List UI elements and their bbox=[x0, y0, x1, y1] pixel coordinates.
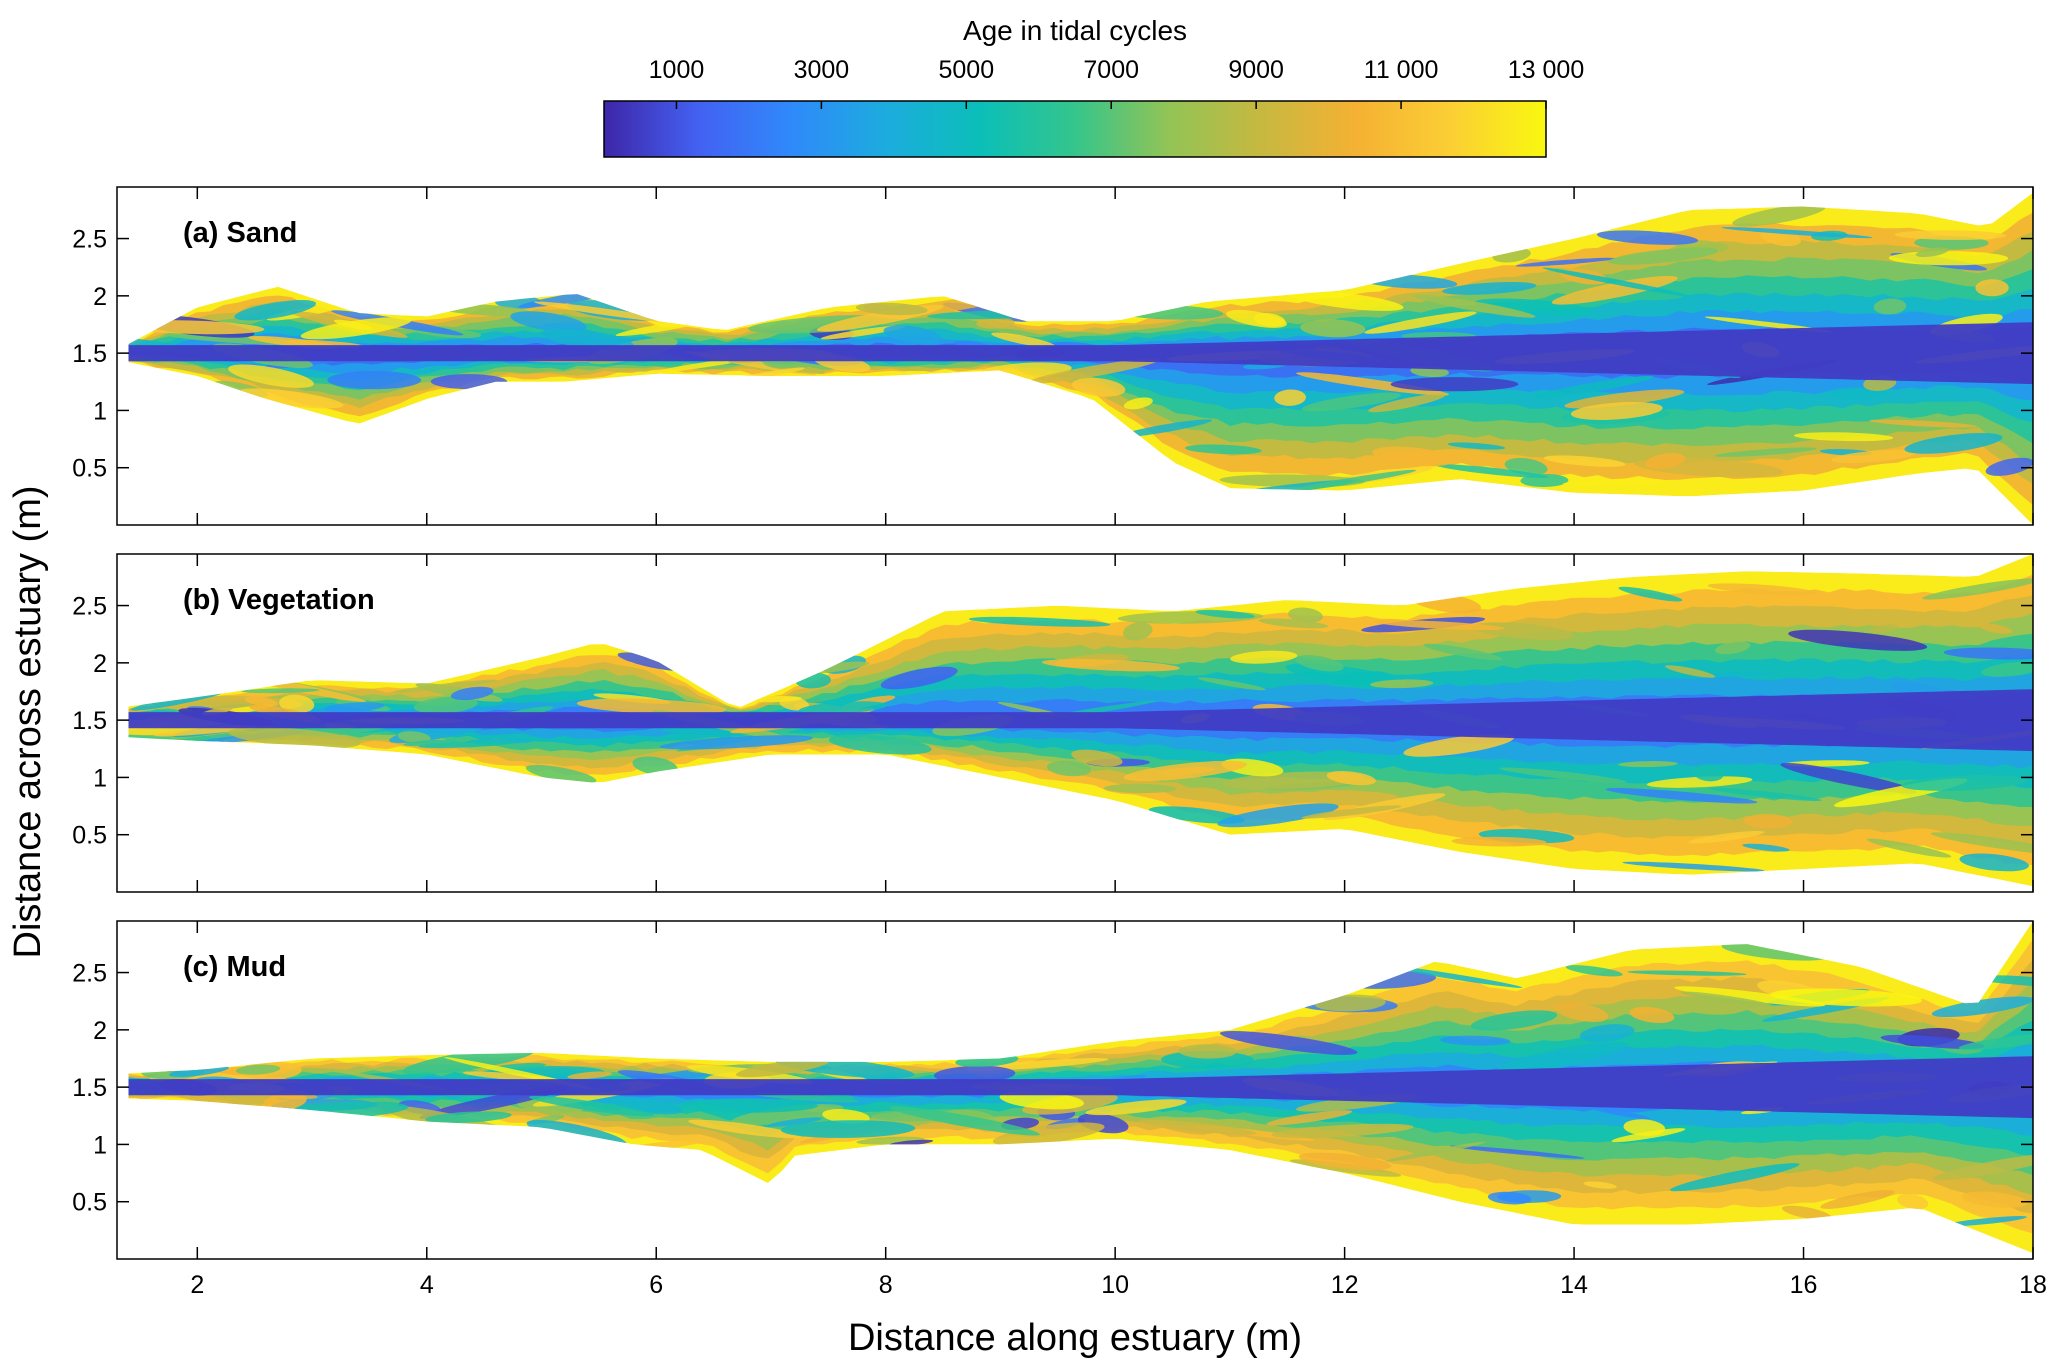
x-tick-label: 8 bbox=[879, 1271, 893, 1299]
panel-3: 0.5 1 1.5 2 2.5 (c) Mud bbox=[72, 920, 2034, 1260]
panel-label: (b) Vegetation bbox=[183, 584, 375, 616]
y-tick-label: 2 bbox=[93, 650, 107, 678]
x-tick-label: 18 bbox=[2019, 1271, 2047, 1299]
colorbar-gradient bbox=[603, 100, 1547, 158]
deposit-age-field bbox=[128, 554, 2033, 887]
y-tick-label: 1.5 bbox=[72, 340, 107, 368]
colorbar-tick-label: 3000 bbox=[794, 56, 850, 84]
x-tick-label: 16 bbox=[1790, 1271, 1818, 1299]
y-tick-label: 1 bbox=[93, 1131, 107, 1159]
panel-1: 0.5 1 1.5 2 2.5 (a) Sand bbox=[72, 186, 2034, 526]
y-tick-label: 0.5 bbox=[72, 1189, 107, 1217]
y-tick-label: 1 bbox=[93, 764, 107, 792]
y-tick-label: 2.5 bbox=[72, 593, 107, 621]
panels: 0.5 1 1.5 2 2.5 (a) Sand 0.5 1 1.5 2 2.5 (b) Vegeta… bbox=[72, 186, 2034, 1260]
panel-2: 0.5 1 1.5 2 2.5 (b) Vegetation bbox=[72, 553, 2034, 893]
panel-label: (a) Sand bbox=[183, 217, 297, 249]
colorbar-tick-label: 11 000 bbox=[1364, 56, 1439, 84]
y-tick-label: 2 bbox=[93, 283, 107, 311]
y-tick-label: 2.5 bbox=[72, 960, 107, 988]
central-channel bbox=[128, 322, 2033, 385]
colorbar: Age in tidal cycles 1000 3000 5000 7000 9000… bbox=[603, 15, 1585, 158]
axes-box bbox=[116, 920, 2034, 1260]
central-channel bbox=[128, 689, 2033, 752]
y-tick-label: 1.5 bbox=[72, 1074, 107, 1102]
colorbar-tick-label: 13 000 bbox=[1508, 56, 1584, 84]
colorbar-tick-label: 9000 bbox=[1228, 56, 1284, 84]
panel-label: (c) Mud bbox=[183, 951, 286, 983]
colorbar-tick-label: 7000 bbox=[1083, 56, 1139, 84]
y-axis-title: Distance across estuary (m) bbox=[7, 485, 49, 958]
x-axis-title: Distance along estuary (m) bbox=[848, 1317, 1302, 1359]
colorbar-title: Age in tidal cycles bbox=[963, 15, 1187, 46]
y-tick-label: 1 bbox=[93, 397, 107, 425]
x-tick-label: 10 bbox=[1101, 1271, 1129, 1299]
x-tick-labels: 2 4 6 8 10 12 14 16 18 bbox=[190, 1271, 2047, 1299]
x-tick-label: 2 bbox=[190, 1271, 204, 1299]
x-tick-label: 4 bbox=[420, 1271, 434, 1299]
x-tick-label: 14 bbox=[1560, 1271, 1588, 1299]
deposit-age-field bbox=[128, 192, 2033, 525]
x-tick-label: 6 bbox=[649, 1271, 663, 1299]
y-tick-label: 0.5 bbox=[72, 822, 107, 850]
deposit-age-field bbox=[128, 921, 2033, 1254]
x-tick-label: 12 bbox=[1331, 1271, 1359, 1299]
y-tick-label: 2 bbox=[93, 1017, 107, 1045]
central-channel bbox=[128, 1056, 2033, 1119]
colorbar-tick-label: 1000 bbox=[649, 56, 705, 84]
colorbar-tick-labels: 1000 3000 5000 7000 9000 11 000 13 000 bbox=[649, 56, 1585, 84]
y-tick-label: 0.5 bbox=[72, 455, 107, 483]
axes-box bbox=[116, 186, 2034, 526]
colorbar-tick-label: 5000 bbox=[938, 56, 994, 84]
colorbar-ticks bbox=[675, 101, 1547, 109]
y-tick-label: 1.5 bbox=[72, 707, 107, 735]
y-tick-label: 2.5 bbox=[72, 226, 107, 254]
axes-box bbox=[116, 553, 2034, 893]
